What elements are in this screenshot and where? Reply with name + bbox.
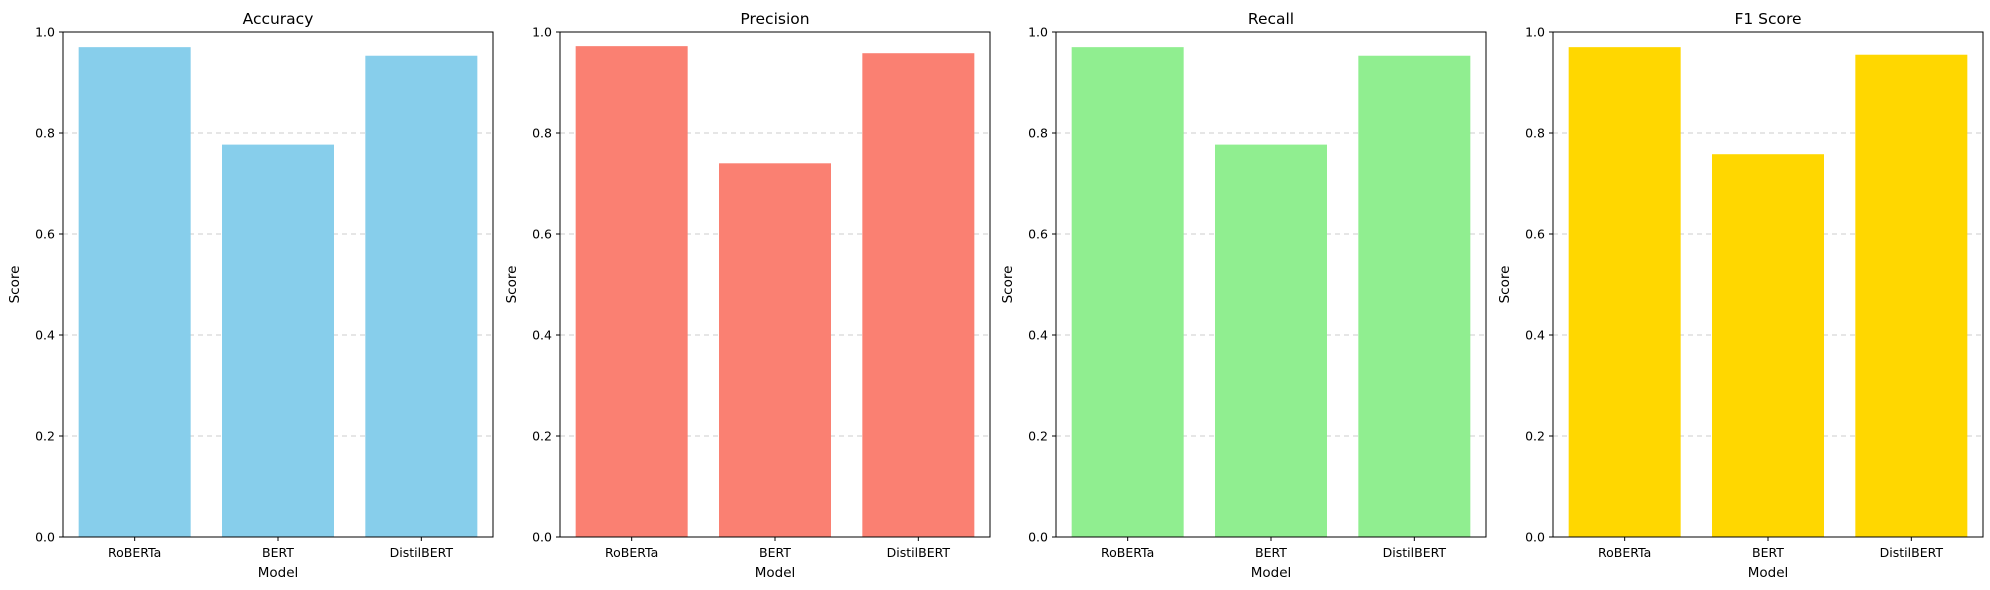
y-tick-label: 0.8 (1525, 126, 1545, 141)
y-tick-label: 0.2 (1028, 429, 1048, 444)
y-tick-label: 0.0 (1525, 530, 1545, 545)
x-tick-label: DistilBERT (390, 545, 454, 560)
y-axis-label: Score (1000, 266, 1016, 304)
y-axis-label: Score (7, 266, 23, 304)
chart-title: F1 Score (1734, 10, 1801, 28)
y-tick-label: 0.0 (1028, 530, 1048, 545)
y-tick-label: 0.6 (35, 227, 55, 242)
x-tick-label: RoBERTa (1598, 545, 1651, 560)
y-axis-label: Score (1497, 266, 1513, 304)
x-axis-label: Model (1748, 565, 1789, 581)
chart-panel-2: 0.0 0.2 0.4 0.6 0.8 1.0 RoBERTa BERT DistilBERT P… (504, 10, 991, 581)
y-tick-label: 0.6 (1525, 227, 1545, 242)
x-tick-label: DistilBERT (1880, 545, 1944, 560)
y-tick-label: 0.4 (532, 328, 552, 343)
chart-title: Precision (740, 10, 809, 28)
y-tick-label: 0.4 (1525, 328, 1545, 343)
bar-distilbert (1855, 54, 1968, 537)
y-tick-label: 0.2 (35, 429, 55, 444)
x-axis-label: Model (1251, 565, 1292, 581)
chart-panel-1: 0.0 0.2 0.4 0.6 0.8 1.0 RoBERTa BERT DistilBERT A… (7, 10, 494, 581)
bar-bert (1712, 154, 1824, 537)
x-tick-label: BERT (1752, 545, 1784, 560)
chart-title: Recall (1248, 10, 1294, 28)
bar-distilbert (1358, 55, 1471, 538)
y-tick-label: 0.0 (532, 530, 552, 545)
bar-roberta (1071, 47, 1184, 538)
bar-bert (222, 144, 334, 538)
x-tick-label: RoBERTa (108, 545, 161, 560)
x-tick-label: RoBERTa (605, 545, 658, 560)
y-tick-label: 1.0 (1525, 25, 1545, 40)
chart-title: Accuracy (243, 10, 314, 28)
bar-roberta (1568, 47, 1681, 538)
bar-bert (719, 163, 831, 538)
y-tick-label: 0.0 (35, 530, 55, 545)
bar-distilbert (365, 55, 478, 538)
x-tick-label: BERT (1255, 545, 1287, 560)
y-tick-label: 0.8 (1028, 126, 1048, 141)
y-tick-label: 0.4 (35, 328, 55, 343)
bar-roberta (78, 47, 191, 538)
y-axis-label: Score (504, 266, 520, 304)
x-axis-label: Model (755, 565, 796, 581)
bar-roberta (575, 46, 688, 537)
y-tick-label: 0.8 (35, 126, 55, 141)
x-tick-label: BERT (262, 545, 294, 560)
x-tick-label: DistilBERT (887, 545, 951, 560)
y-tick-label: 0.2 (532, 429, 552, 444)
y-tick-label: 1.0 (1028, 25, 1048, 40)
x-tick-label: DistilBERT (1383, 545, 1447, 560)
chart-panel-3: 0.0 0.2 0.4 0.6 0.8 1.0 RoBERTa BERT DistilBERT R… (1000, 10, 1487, 581)
x-tick-label: RoBERTa (1101, 545, 1154, 560)
x-axis-label: Model (258, 565, 299, 581)
y-tick-label: 0.4 (1028, 328, 1048, 343)
y-tick-label: 0.8 (532, 126, 552, 141)
y-tick-label: 1.0 (35, 25, 55, 40)
bar-distilbert (862, 53, 975, 538)
y-tick-label: 1.0 (532, 25, 552, 40)
y-tick-label: 0.2 (1525, 429, 1545, 444)
y-tick-label: 0.6 (1028, 227, 1048, 242)
x-tick-label: BERT (759, 545, 791, 560)
bar-bert (1215, 144, 1327, 538)
chart-panel-4: 0.0 0.2 0.4 0.6 0.8 1.0 RoBERTa BERT DistilBERT F… (1497, 10, 1984, 581)
y-tick-label: 0.6 (532, 227, 552, 242)
